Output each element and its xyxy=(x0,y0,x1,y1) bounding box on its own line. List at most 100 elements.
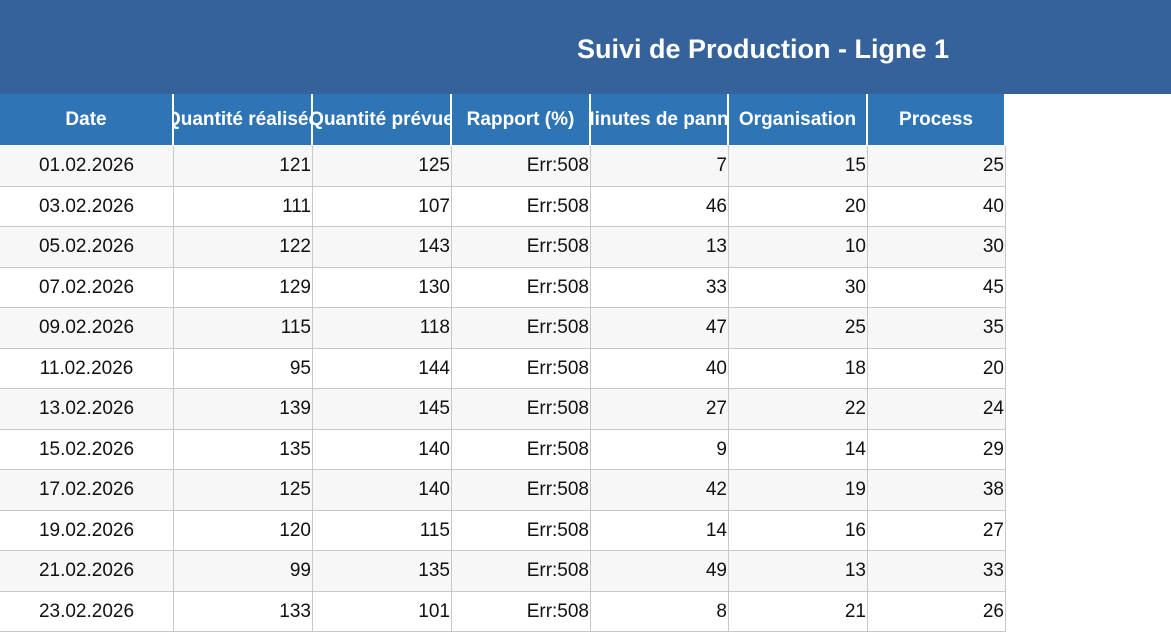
table-cell: 143 xyxy=(313,227,452,268)
table-cell: Err:508 xyxy=(452,308,591,349)
table-cell: 15.02.2026 xyxy=(0,429,174,470)
title-bar xyxy=(0,0,1171,94)
table-cell: 30 xyxy=(729,267,868,308)
table-cell: 135 xyxy=(313,551,452,592)
header-text: Quantité réalisée xyxy=(174,108,313,130)
table-cell: 17.02.2026 xyxy=(0,470,174,511)
table-cell: 27 xyxy=(591,389,729,430)
table-cell: 21 xyxy=(729,591,868,632)
table-cell: 07.02.2026 xyxy=(0,267,174,308)
table-cell: 05.02.2026 xyxy=(0,227,174,268)
table-cell: 23.02.2026 xyxy=(0,591,174,632)
table-cell: 40 xyxy=(868,186,1006,227)
table-cell: 45 xyxy=(868,267,1006,308)
header-text: Minutes de panne xyxy=(591,108,729,130)
table-cell: 46 xyxy=(591,186,729,227)
table-cell: 130 xyxy=(313,267,452,308)
header-text: Organisation xyxy=(738,108,857,130)
column-header: Process xyxy=(868,94,1006,146)
table-cell: 107 xyxy=(313,186,452,227)
column-header: Date xyxy=(0,94,174,146)
table-cell: 115 xyxy=(313,510,452,551)
table-cell: 38 xyxy=(868,470,1006,511)
table-cell: Err:508 xyxy=(452,389,591,430)
table-cell: 14 xyxy=(729,429,868,470)
table-cell: 13.02.2026 xyxy=(0,389,174,430)
table-cell: Err:508 xyxy=(452,146,591,187)
table-cell: 20 xyxy=(868,348,1006,389)
table-cell: 09.02.2026 xyxy=(0,308,174,349)
table-cell: 29 xyxy=(868,429,1006,470)
table-cell: 140 xyxy=(313,429,452,470)
table-cell: 30 xyxy=(868,227,1006,268)
table-cell: 135 xyxy=(174,429,313,470)
table-cell: 47 xyxy=(591,308,729,349)
table-cell: Err:508 xyxy=(452,510,591,551)
header-text: Rapport (%) xyxy=(466,108,575,130)
table-cell: 13 xyxy=(729,551,868,592)
table-cell: 16 xyxy=(729,510,868,551)
column-header: Organisation xyxy=(729,94,868,146)
table-cell: 133 xyxy=(174,591,313,632)
table-cell: Err:508 xyxy=(452,227,591,268)
header-text: Process xyxy=(899,108,973,130)
table-cell: 19 xyxy=(729,470,868,511)
table-cell: 25 xyxy=(729,308,868,349)
table-cell: 144 xyxy=(313,348,452,389)
table-cell: 01.02.2026 xyxy=(0,146,174,187)
table-cell: 11.02.2026 xyxy=(0,348,174,389)
table-cell: 14 xyxy=(591,510,729,551)
column-header: Quantité réalisée xyxy=(174,94,313,146)
table-cell: 18 xyxy=(729,348,868,389)
table-cell: 95 xyxy=(174,348,313,389)
table-cell: 03.02.2026 xyxy=(0,186,174,227)
table-cell: 19.02.2026 xyxy=(0,510,174,551)
table-cell: 33 xyxy=(868,551,1006,592)
table-cell: 122 xyxy=(174,227,313,268)
table-cell: 140 xyxy=(313,470,452,511)
table-cell: 49 xyxy=(591,551,729,592)
table-cell: 22 xyxy=(729,389,868,430)
table-cell: 118 xyxy=(313,308,452,349)
table-cell: 26 xyxy=(868,591,1006,632)
table-cell: 8 xyxy=(591,591,729,632)
table-cell: Err:508 xyxy=(452,267,591,308)
table-cell: 35 xyxy=(868,308,1006,349)
table-cell: Err:508 xyxy=(452,348,591,389)
table-cell: 101 xyxy=(313,591,452,632)
column-header: Minutes de panne xyxy=(591,94,729,146)
table-cell: Err:508 xyxy=(452,551,591,592)
table-cell: 27 xyxy=(868,510,1006,551)
table-cell: Err:508 xyxy=(452,186,591,227)
table-cell: 129 xyxy=(174,267,313,308)
table-cell: 21.02.2026 xyxy=(0,551,174,592)
table-cell: Err:508 xyxy=(452,429,591,470)
table-cell: 125 xyxy=(313,146,452,187)
table-cell: 121 xyxy=(174,146,313,187)
table-cell: 139 xyxy=(174,389,313,430)
table-cell: 99 xyxy=(174,551,313,592)
table-cell: 33 xyxy=(591,267,729,308)
table-cell: 120 xyxy=(174,510,313,551)
table-cell: 20 xyxy=(729,186,868,227)
table-cell: 25 xyxy=(868,146,1006,187)
table-cell: 42 xyxy=(591,470,729,511)
table-cell: 145 xyxy=(313,389,452,430)
table-cell: 125 xyxy=(174,470,313,511)
table-cell: 24 xyxy=(868,389,1006,430)
table-cell: 10 xyxy=(729,227,868,268)
header-text: Date xyxy=(65,108,107,130)
column-header: Quantité prévue xyxy=(313,94,452,146)
table-cell: 111 xyxy=(174,186,313,227)
table-cell: 13 xyxy=(591,227,729,268)
column-header: Rapport (%) xyxy=(452,94,591,146)
header-text: Quantité prévue xyxy=(313,108,452,130)
table-cell: Err:508 xyxy=(452,470,591,511)
sheet-title: Suivi de Production - Ligne 1 xyxy=(576,34,950,64)
table-cell: 9 xyxy=(591,429,729,470)
table-cell: 15 xyxy=(729,146,868,187)
table-cell: Err:508 xyxy=(452,591,591,632)
table-cell: 7 xyxy=(591,146,729,187)
table-cell: 40 xyxy=(591,348,729,389)
